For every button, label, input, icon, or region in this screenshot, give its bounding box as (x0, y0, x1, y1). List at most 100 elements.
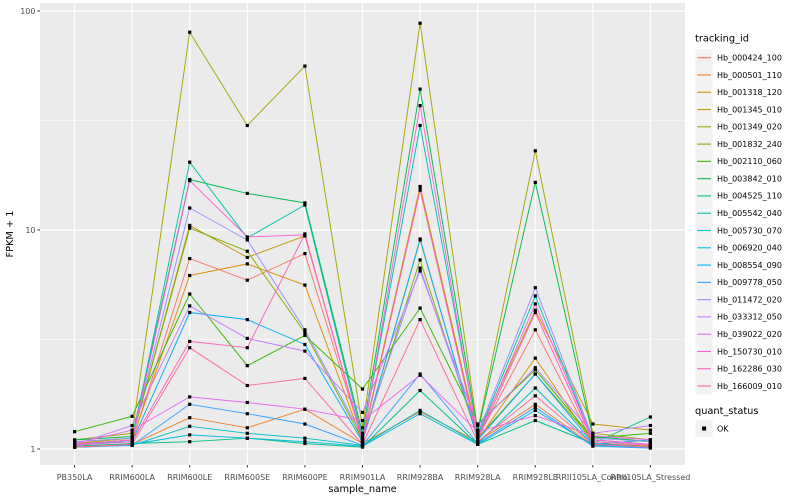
legend-entry: Hb_001349_020 (695, 118, 782, 136)
data-point (303, 407, 307, 411)
data-point (245, 318, 249, 322)
data-point (188, 339, 192, 343)
legend-quant-status: quant_status OK (695, 406, 758, 438)
legend-label: Hb_005730_070 (717, 226, 782, 235)
data-point (188, 310, 192, 315)
data-point (418, 306, 422, 310)
data-point (303, 376, 307, 380)
data-point (418, 408, 422, 412)
x-axis-tick-label: PB350LA (57, 473, 93, 482)
data-point (188, 257, 192, 261)
data-point (303, 232, 307, 236)
data-point (648, 428, 652, 432)
data-point (303, 203, 307, 207)
legend-label: Hb_004525_110 (717, 192, 782, 201)
data-point (533, 149, 537, 153)
data-point (648, 423, 652, 428)
data-point (245, 412, 249, 416)
legend-title: tracking_id (695, 34, 749, 45)
data-point (245, 436, 249, 440)
data-point (245, 346, 249, 350)
data-point (360, 431, 365, 435)
data-point (130, 428, 134, 432)
data-point (533, 328, 537, 332)
legend-label: Hb_001345_010 (717, 105, 782, 114)
legend-label: Hb_001832_240 (717, 140, 782, 149)
data-point (648, 415, 652, 419)
data-point (245, 431, 249, 435)
x-axis-tick-label: RRIM600LA (109, 473, 155, 482)
x-axis-tick-label: RRIM928LE (513, 473, 558, 482)
data-point (303, 422, 307, 426)
data-point (648, 443, 652, 447)
data-point (533, 310, 537, 315)
data-point (533, 386, 537, 390)
data-point (188, 416, 192, 420)
data-point (360, 387, 365, 391)
data-point (360, 418, 365, 423)
data-point (533, 302, 537, 306)
legend-entry: Hb_162286_030 (695, 360, 782, 378)
data-point (188, 395, 192, 399)
data-point (303, 436, 307, 440)
data-point (476, 438, 480, 442)
legend-label: Hb_033312_050 (717, 313, 782, 322)
data-point (418, 104, 422, 108)
legend-entry: Hb_002110_060 (695, 152, 782, 170)
legend-entry: Hb_166009_010 (695, 377, 782, 395)
x-axis-tick-label: RRIM600SE (224, 473, 270, 482)
legend-label: Hb_003842_010 (717, 174, 782, 183)
data-point (533, 394, 537, 398)
data-point (533, 372, 537, 376)
data-point (533, 405, 537, 409)
data-point (418, 186, 422, 190)
data-point (188, 226, 192, 230)
data-point (533, 402, 537, 406)
legend-label: Hb_011472_020 (717, 295, 782, 304)
data-point (418, 184, 422, 189)
data-point (533, 356, 537, 360)
data-point (418, 269, 422, 273)
data-point (188, 30, 192, 34)
data-point (188, 346, 192, 350)
legend-key-square-marker (702, 426, 707, 431)
data-point (533, 180, 537, 184)
legend-label: Hb_162286_030 (717, 365, 782, 374)
data-point (648, 440, 652, 444)
data-point (418, 123, 422, 128)
legend-label: Hb_000424_100 (717, 54, 782, 63)
data-point (476, 430, 480, 434)
data-point (303, 331, 307, 335)
data-point (130, 423, 134, 428)
data-point (245, 191, 249, 195)
data-point (591, 434, 595, 438)
data-point (360, 442, 365, 446)
x-axis-tick-label: RRIM600PE (282, 473, 328, 482)
x-axis-tick-label: RRII105LA_Control (556, 473, 630, 482)
data-point (130, 414, 134, 418)
legend-entry: Hb_009778_050 (695, 273, 782, 291)
data-point (418, 412, 422, 416)
data-point (591, 442, 595, 446)
data-point (188, 424, 192, 428)
data-point (418, 266, 422, 270)
data-point (303, 440, 307, 444)
data-point (360, 410, 365, 414)
data-point (130, 442, 134, 446)
data-point (188, 223, 192, 227)
data-point (418, 388, 422, 393)
data-point (648, 431, 652, 435)
legend-entry: Hb_039022_020 (695, 325, 782, 343)
data-point (360, 434, 365, 439)
data-point (418, 188, 422, 192)
data-point (533, 308, 537, 312)
data-point (245, 278, 249, 282)
data-point (73, 438, 77, 442)
data-point (591, 438, 595, 442)
legend-entry: Hb_006920_040 (695, 239, 782, 257)
legend-label: Hb_000501_110 (717, 71, 782, 80)
data-point (418, 87, 422, 91)
data-point (303, 201, 307, 205)
data-point (73, 443, 77, 447)
